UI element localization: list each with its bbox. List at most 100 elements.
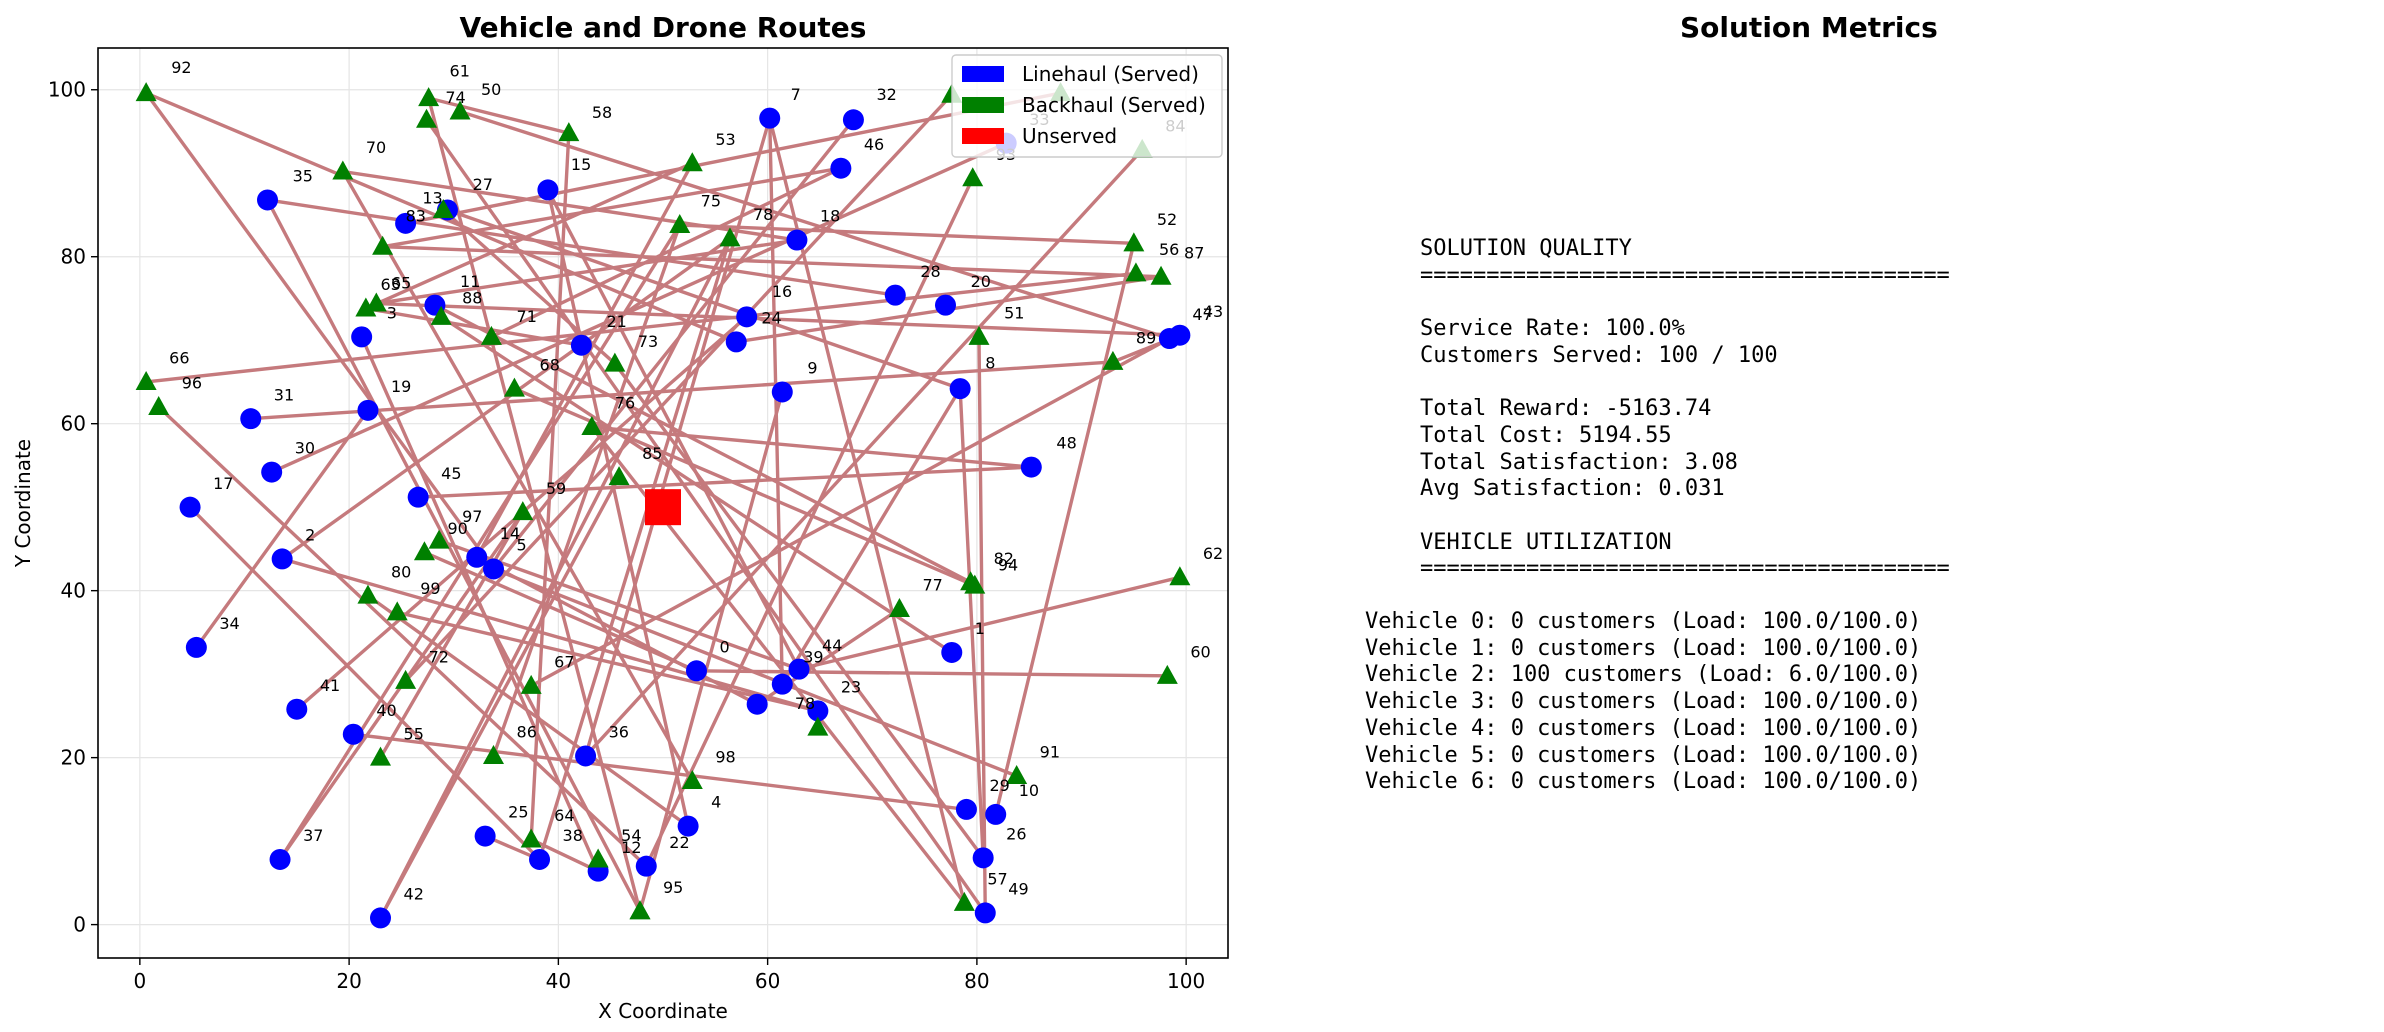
vehicle-line: Vehicle 0: 0 customers (Load: 100.0/100.… (1365, 609, 1922, 634)
route-segment (537, 236, 732, 862)
point-label: 21 (607, 312, 627, 331)
point-label: 74 (445, 88, 465, 107)
route-segment (194, 408, 370, 650)
route-segment (341, 169, 694, 783)
y-tick-label: 80 (61, 245, 86, 269)
point-label: 38 (563, 826, 583, 845)
route-segment (416, 465, 1033, 499)
backhaul-point (480, 325, 502, 345)
x-tick-label: 20 (336, 969, 361, 993)
point-label: 34 (219, 614, 239, 633)
linehaul-point (570, 334, 592, 356)
y-tick-label: 0 (73, 913, 86, 937)
point-label: 26 (1006, 824, 1026, 843)
point-label: 32 (876, 85, 896, 104)
route-segment (529, 336, 1172, 688)
legend-label: Unserved (1022, 124, 1117, 148)
point-label: 47 (1192, 305, 1212, 324)
point-label: 88 (462, 288, 482, 307)
x-tick-label: 0 (133, 969, 146, 993)
route-segment (144, 91, 496, 571)
x-tick-label: 80 (964, 969, 989, 993)
point-label: 71 (517, 307, 537, 326)
y-tick-label: 60 (61, 412, 86, 436)
metric-line: Total Cost: 5194.55 (1420, 422, 1672, 448)
point-label: 78 (753, 205, 773, 224)
linehaul-point (725, 331, 747, 353)
metric-line: VEHICLE UTILIZATION (1420, 529, 1672, 555)
grid-lines (98, 48, 1228, 958)
point-label: 85 (642, 444, 662, 463)
point-label: 60 (1190, 642, 1210, 661)
vehicle-line: Vehicle 3: 0 customers (Load: 100.0/100.… (1365, 689, 1922, 715)
backhaul-point (432, 198, 454, 218)
y-tick-label: 40 (61, 579, 86, 603)
point-label: 53 (715, 130, 735, 149)
backhaul-point (1123, 232, 1145, 252)
point-label: 52 (1157, 210, 1177, 229)
metric-line (1420, 289, 1950, 316)
linehaul-point (830, 157, 852, 179)
point-label: 96 (182, 374, 202, 393)
point-label: 46 (864, 135, 884, 154)
backhaul-point (413, 541, 435, 561)
backhaul-point (968, 325, 990, 345)
point-label: 98 (715, 748, 735, 767)
backhaul-point (629, 900, 651, 920)
point-label: 4 (711, 793, 721, 812)
route-segment (341, 169, 799, 242)
point-label: 64 (554, 806, 574, 825)
vehicle-line: Vehicle 1: 0 customers (Load: 100.0/100.… (1365, 635, 1922, 661)
backhaul-point (681, 770, 703, 790)
backhaul-point (1150, 265, 1172, 285)
y-axis-label: Y Coordinate (11, 439, 35, 568)
point-label: 8 (985, 354, 995, 373)
backhaul-point (418, 87, 440, 107)
chart-title: Vehicle and Drone Routes (460, 11, 867, 44)
backhaul-point (587, 848, 609, 868)
linehaul-point (746, 693, 768, 715)
linehaul-point (483, 558, 504, 580)
route-segment (426, 96, 642, 913)
point-label: 80 (391, 562, 411, 581)
backhaul-point (962, 167, 984, 187)
backhaul-point (581, 416, 603, 436)
point-label: 29 (989, 776, 1009, 795)
backhaul-point (430, 305, 452, 325)
vehicle-line: Vehicle 4: 0 customers (Load: 100.0/100.… (1365, 715, 1922, 741)
route-segment (380, 166, 843, 249)
point-label: 99 (420, 579, 440, 598)
backhaul-point (953, 891, 975, 911)
point-label: 18 (820, 207, 840, 226)
linehaul-point (985, 803, 1007, 825)
linehaul-point (395, 212, 417, 234)
metrics-panel: Solution Metrics SOLUTION QUALITY =======… (1240, 0, 2384, 1032)
point-label: 77 (922, 576, 942, 595)
route-segment (780, 386, 962, 686)
metrics-title: Solution Metrics (1680, 11, 1938, 44)
point-label: 15 (571, 155, 591, 174)
x-tick-label: 100 (1167, 969, 1205, 993)
point-label: 57 (987, 870, 1007, 889)
point-label: 24 (761, 309, 781, 328)
linehaul-point (466, 546, 488, 568)
backhaul-point (888, 598, 910, 618)
backhaul-point (964, 574, 986, 594)
point-label: 30 (295, 439, 315, 458)
backhaul-point (558, 122, 580, 142)
route-segment (378, 510, 525, 760)
point-label: 91 (1040, 743, 1060, 762)
point-label: 45 (441, 464, 461, 483)
point-label: 94 (998, 556, 1018, 575)
route-segment (958, 386, 985, 860)
point-label: 66 (169, 349, 189, 368)
vehicle-line: Vehicle 2: 100 customers (Load: 6.0/100.… (1365, 662, 1922, 688)
route-segment (424, 118, 987, 915)
point-label: 82 (994, 549, 1014, 568)
backhaul-point (1125, 262, 1147, 282)
route-segment (265, 198, 897, 297)
point-label: 14 (500, 524, 520, 543)
backhaul-point (370, 746, 391, 766)
backhaul-point (365, 292, 387, 312)
